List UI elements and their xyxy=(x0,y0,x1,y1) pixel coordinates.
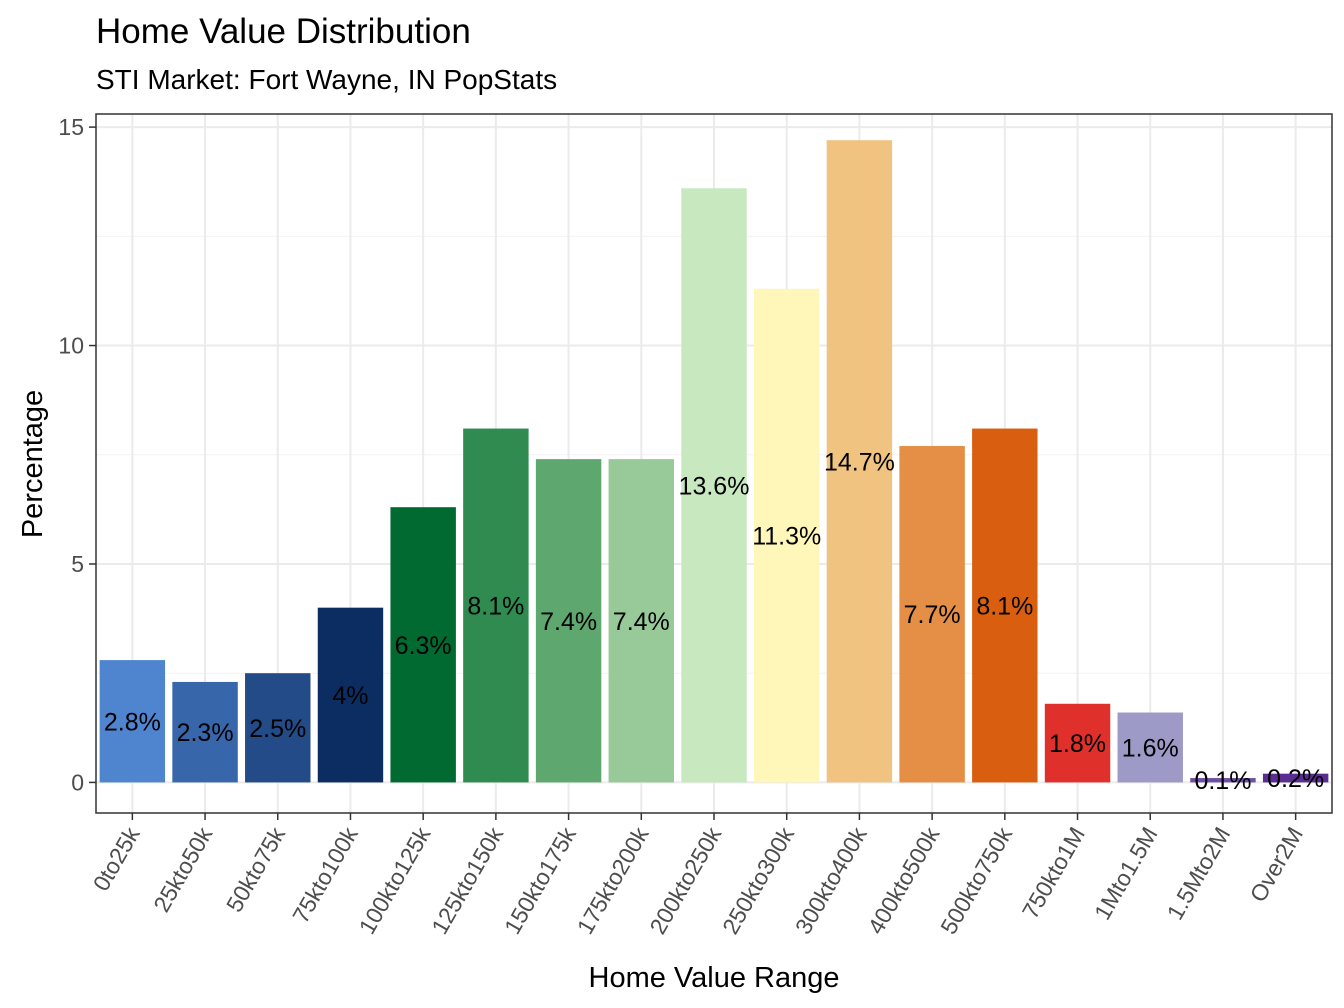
y-tick-label: 5 xyxy=(71,551,84,577)
y-tick-label: 0 xyxy=(71,769,84,795)
bar-100kto125k xyxy=(390,507,456,783)
data-label-250kto300k: 11.3% xyxy=(752,523,821,551)
bars xyxy=(99,140,1329,783)
y-axis: 0 5 10 15 xyxy=(58,114,96,795)
chart-title: Home Value Distribution xyxy=(96,12,471,51)
bar-400kto500k xyxy=(899,446,965,783)
data-label-Over2M: 0.2% xyxy=(1267,765,1324,793)
data-label-1Mto1.5M: 1.6% xyxy=(1122,734,1179,762)
data-label-400kto500k: 7.7% xyxy=(904,601,961,629)
bar-150kto175k xyxy=(535,459,602,783)
x-axis: 0to25k 25kto50k 50kto75k75kto100k100kto125… xyxy=(88,813,1308,939)
data-label-75kto100k: 4% xyxy=(332,682,368,710)
data-label-0to25k: 2.8% xyxy=(104,708,161,736)
data-label-200kto250k: 13.6% xyxy=(679,472,750,500)
y-tick-label: 10 xyxy=(58,333,84,359)
bar-175kto200k xyxy=(608,459,675,783)
bar-300kto400k xyxy=(826,140,893,783)
x-tick-label-250kto300k: 250kto300k xyxy=(717,822,799,938)
data-label-1.5Mto2M: 0.1% xyxy=(1194,767,1251,795)
bar-Over2M xyxy=(1262,773,1329,783)
bar-125kto150k xyxy=(463,428,529,783)
bar-25kto50k xyxy=(172,681,238,783)
bar-1Mto1.5M xyxy=(1117,712,1183,783)
bar-500kto750k xyxy=(972,428,1038,783)
y-tick-label: 15 xyxy=(58,114,84,140)
bar-50kto75k xyxy=(245,673,311,783)
data-label-50kto75k: 2.5% xyxy=(249,715,306,743)
bar-200kto250k xyxy=(681,188,747,783)
x-tick-label-300kto400k: 300kto400k xyxy=(790,822,872,938)
bar-750kto1M xyxy=(1044,703,1111,783)
x-tick-label-100kto125k: 100kto125k xyxy=(354,822,436,938)
data-label-175kto200k: 7.4% xyxy=(613,608,670,636)
x-tick-label-1.5Mto2M: 1.5Mto2M xyxy=(1162,823,1236,925)
x-tick-label-0to25k: 0to25k xyxy=(88,822,145,895)
data-label-100kto125k: 6.3% xyxy=(395,632,452,660)
x-tick-label-75kto100k: 75kto100k xyxy=(287,822,363,927)
bar-0to25k xyxy=(99,660,166,783)
bar-1.5Mto2M xyxy=(1190,778,1256,783)
data-label-500kto750k: 8.1% xyxy=(976,592,1033,620)
data-labels: 2.8% 2.3% 2.5% 4% 6.3% 8.1% 7.4% 7.4% 13.6%11.3%… xyxy=(104,448,1324,795)
data-label-750kto1M: 1.8% xyxy=(1049,730,1106,758)
x-tick-label-125kto150k: 125kto150k xyxy=(426,822,508,938)
bar-75kto100k xyxy=(317,607,384,783)
y-axis-title: Percentage xyxy=(17,390,49,538)
x-tick-label-50kto75k: 50kto75k xyxy=(221,822,290,916)
x-tick-label-500kto750k: 500kto750k xyxy=(935,822,1017,938)
chart-subtitle: STI Market: Fort Wayne, IN PopStats xyxy=(96,64,558,95)
x-tick-label-200kto250k: 200kto250k xyxy=(644,822,726,938)
x-tick-label-400kto500k: 400kto500k xyxy=(862,822,944,938)
x-tick-label-25kto50k: 25kto50k xyxy=(148,822,217,916)
data-label-300kto400k: 14.7% xyxy=(824,448,895,476)
x-tick-label-750kto1M: 750kto1M xyxy=(1017,823,1090,923)
x-tick-label-Over2M: Over2M xyxy=(1245,823,1308,907)
data-label-150kto175k: 7.4% xyxy=(540,608,597,636)
bar-250kto300k xyxy=(753,288,820,783)
data-label-25kto50k: 2.3% xyxy=(177,719,234,747)
data-label-125kto150k: 8.1% xyxy=(467,592,524,620)
x-tick-label-150kto175k: 150kto175k xyxy=(499,822,581,938)
x-tick-label-175kto200k: 175kto200k xyxy=(572,822,654,938)
x-tick-label-1Mto1.5M: 1Mto1.5M xyxy=(1089,823,1163,925)
x-axis-title: Home Value Range xyxy=(589,962,840,994)
